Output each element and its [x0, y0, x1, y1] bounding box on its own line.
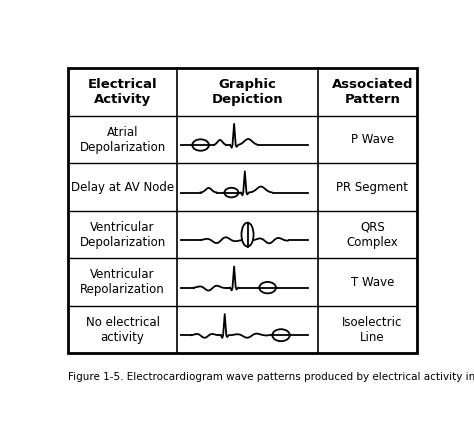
Text: Atrial
Depolarization: Atrial Depolarization: [80, 126, 166, 153]
Text: Electrical
Activity: Electrical Activity: [88, 78, 157, 106]
Text: PR Segment: PR Segment: [337, 180, 409, 194]
Text: P Wave: P Wave: [351, 133, 394, 146]
Text: T Wave: T Wave: [351, 276, 394, 288]
Text: Figure 1-5. Electrocardiogram wave patterns produced by electrical activity in t: Figure 1-5. Electrocardiogram wave patte…: [68, 372, 474, 382]
Text: Isoelectric
Line: Isoelectric Line: [342, 316, 402, 344]
Text: Ventricular
Repolarization: Ventricular Repolarization: [80, 268, 165, 296]
Text: QRS
Complex: QRS Complex: [346, 220, 398, 249]
Text: Graphic
Depiction: Graphic Depiction: [212, 78, 283, 106]
Text: No electrical
activity: No electrical activity: [86, 316, 160, 344]
Text: Ventricular
Depolarization: Ventricular Depolarization: [80, 220, 166, 249]
Bar: [68, 68, 418, 353]
Text: Delay at AV Node: Delay at AV Node: [71, 180, 174, 194]
Text: Associated
Pattern: Associated Pattern: [332, 78, 413, 106]
